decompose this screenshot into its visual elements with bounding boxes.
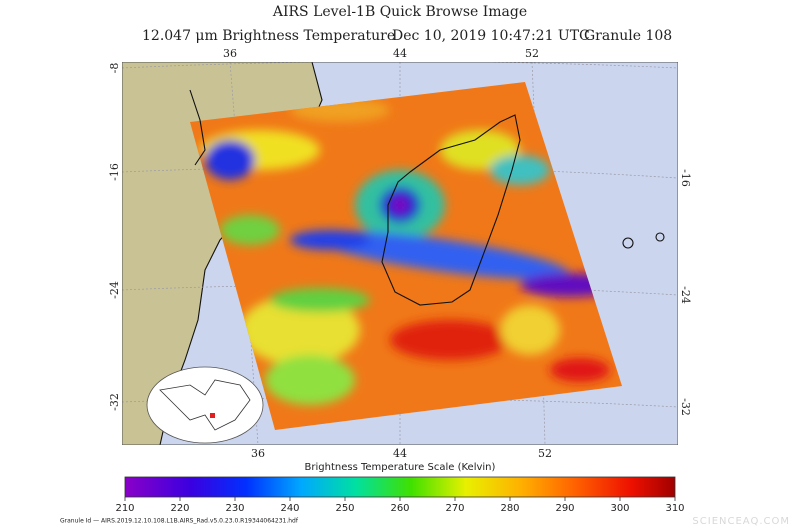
lat-label: -16 — [108, 163, 121, 181]
lon-labels: 36 44 52 36 44 52 — [223, 47, 552, 460]
granule-id: Granule Id — AIRS.2019.12.10.108.L1B.AIR… — [60, 518, 299, 525]
colorbar-tick-label: 250 — [335, 503, 354, 514]
colorbar-tick-label: 290 — [555, 503, 574, 514]
lat-labels: -8 -16 -24 -32 -16 -24 -32 — [108, 63, 692, 416]
lat-label: -32 — [108, 393, 121, 411]
lon-label: 36 — [223, 47, 237, 60]
colorbar-tick-label: 310 — [665, 503, 684, 514]
lon-label: 52 — [538, 447, 552, 460]
subtitle-band: 12.047 μm Brightness Temperature — [142, 28, 395, 44]
coast-lake — [189, 89, 206, 166]
subtitle-granule: Granule 108 — [584, 28, 672, 44]
colorbar-tick-label: 220 — [170, 503, 189, 514]
colorbar-tick-label: 300 — [610, 503, 629, 514]
lat-label: -32 — [679, 398, 692, 416]
colorbar — [124, 476, 676, 498]
lon-label: 52 — [525, 47, 539, 60]
swath — [190, 82, 622, 430]
island — [622, 237, 634, 249]
colorbar-label: Brightness Temperature Scale (Kelvin) — [305, 462, 496, 473]
colorbar-tick-label: 260 — [390, 503, 409, 514]
island — [655, 232, 665, 242]
madagascar — [381, 114, 521, 306]
lon-label: 44 — [393, 47, 407, 60]
lat-label: -8 — [108, 63, 121, 74]
lon-label: 36 — [251, 447, 265, 460]
inset-globe — [146, 366, 264, 444]
lat-label: -24 — [679, 286, 692, 304]
colorbar-tick-label: 280 — [500, 503, 519, 514]
colorbar-tick-label: 240 — [280, 503, 299, 514]
colorbar-ticks: 210 220 230 240 250 260 270 280 290 300 310 — [115, 497, 685, 514]
colorbar-tick-label: 210 — [115, 503, 134, 514]
colorbar-tick-label: 270 — [445, 503, 464, 514]
watermark: SCIENCEAQ.COM — [692, 516, 790, 527]
lon-label: 44 — [393, 447, 407, 460]
lat-label: -24 — [108, 281, 121, 299]
title: AIRS Level-1B Quick Browse Image — [272, 4, 527, 20]
colorbar-tick-label: 230 — [225, 503, 244, 514]
subtitle-time: Dec 10, 2019 10:47:21 UTC — [392, 28, 590, 44]
map — [122, 62, 678, 445]
lat-label: -16 — [679, 169, 692, 187]
